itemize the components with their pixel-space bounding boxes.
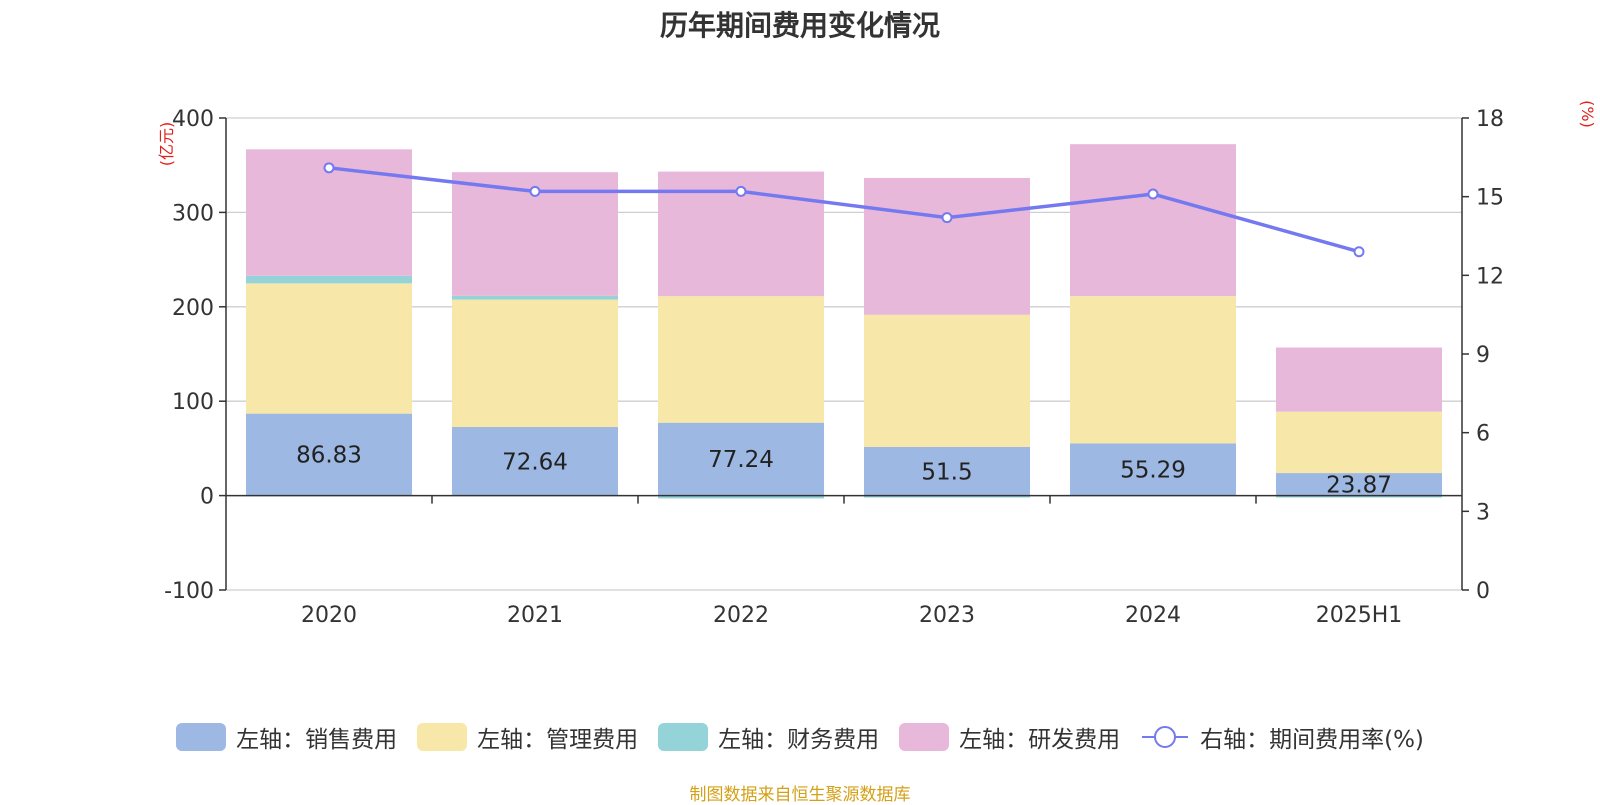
x-tick-label: 2023 — [919, 603, 975, 628]
bar-segment — [658, 495, 824, 499]
x-tick-label: 2021 — [507, 603, 563, 628]
y-right-tick-label: 0 — [1476, 579, 1490, 604]
y-right-tick-label: 3 — [1476, 500, 1490, 525]
bar-group — [246, 144, 1442, 499]
legend-label: 右轴：期间费用率(%) — [1200, 727, 1424, 753]
rate-point — [1147, 188, 1159, 200]
legend-item[interactable]: 右轴：期间费用率(%) — [1140, 720, 1424, 754]
legend-swatch — [899, 723, 950, 751]
rate-point — [735, 185, 747, 197]
legend-item[interactable]: 左轴：研发费用 — [899, 720, 1120, 754]
bar-segment — [1276, 495, 1442, 498]
y-left-tick-label: -100 — [164, 579, 214, 604]
bar-value-label: 86.83 — [296, 443, 362, 469]
y-right-axis-label: (%) — [1578, 100, 1597, 128]
data-labels: 86.83 72.64 77.24 51.5 55.29 23.87 — [296, 443, 1392, 499]
bar-value-label: 55.29 — [1120, 458, 1186, 484]
rate-line — [328, 166, 1360, 254]
legend-line-circle-icon — [1142, 726, 1189, 748]
bar-segment — [864, 446, 1030, 496]
bar-segment — [246, 275, 412, 284]
y-right-tick-label: 9 — [1476, 343, 1490, 368]
legend-label: 左轴：销售费用 — [236, 727, 398, 753]
bar-segment — [246, 413, 412, 496]
bar-segment — [1070, 144, 1236, 297]
bar-segment — [246, 283, 412, 414]
rate-point — [1353, 246, 1365, 258]
y-left-tick-label: 200 — [172, 296, 214, 321]
y-left-tick-label: 100 — [172, 390, 214, 415]
bar-value-label: 77.24 — [708, 447, 774, 473]
bar-segment — [1276, 347, 1442, 412]
legend-item[interactable]: 左轴：管理费用 — [417, 720, 638, 754]
x-tick-label: 2020 — [301, 603, 357, 628]
legend-item[interactable]: 左轴：销售费用 — [176, 720, 397, 754]
bar-value-label: 51.5 — [921, 459, 972, 485]
legend: 左轴：销售费用 左轴：管理费用 左轴：财务费用 左轴：研发费用 右轴：期间费用率(%) — [0, 720, 1600, 754]
rate-point — [323, 162, 335, 174]
legend-item[interactable]: 左轴：财务费用 — [658, 720, 879, 754]
bar-segment — [1276, 473, 1442, 496]
bar-value-label: 23.87 — [1326, 472, 1392, 498]
axes: -100 0 100 200 300 400 0 3 6 9 12 15 18 2020 2021 2022 2… — [157, 100, 1597, 628]
bar-segment — [864, 177, 1030, 315]
legend-swatch — [658, 723, 709, 751]
bar-value-label: 72.64 — [502, 449, 568, 475]
bar-segment — [658, 296, 824, 423]
x-tick-label: 2025H1 — [1316, 603, 1403, 628]
grid-lines — [226, 117, 1462, 591]
y-right-tick-label: 12 — [1476, 264, 1504, 289]
bar-segment — [864, 495, 1030, 498]
rate-point — [529, 185, 541, 197]
rate-line-group — [323, 162, 1365, 258]
y-left-tick-label: 0 — [200, 485, 214, 510]
y-left-tick-label: 300 — [172, 201, 214, 226]
bar-segment — [452, 295, 618, 300]
legend-label: 左轴：研发费用 — [959, 727, 1121, 753]
chart-title: 历年期间费用变化情况 — [659, 9, 940, 42]
legend-swatch — [176, 723, 227, 751]
source-note: 制图数据来自恒生聚源数据库 — [689, 785, 911, 805]
bar-segment — [1070, 296, 1236, 444]
legend-line-marker — [1154, 726, 1177, 748]
y-right-tick-label: 6 — [1476, 422, 1490, 447]
bar-segment — [864, 314, 1030, 447]
rate-point — [941, 212, 953, 224]
bar-segment — [1276, 411, 1442, 474]
bar-segment — [1070, 443, 1236, 496]
x-tick-label: 2024 — [1125, 603, 1181, 628]
bar-segment — [452, 427, 618, 496]
bar-segment — [452, 299, 618, 428]
legend-label: 左轴：管理费用 — [477, 727, 639, 753]
y-right-tick-label: 18 — [1476, 107, 1504, 132]
y-right-tick-label: 15 — [1476, 186, 1504, 211]
y-left-axis-label: (亿元) — [157, 122, 176, 167]
bar-segment — [658, 422, 824, 496]
legend-swatch — [417, 723, 468, 751]
y-left-tick-label: 400 — [172, 107, 214, 132]
x-tick-label: 2022 — [713, 603, 769, 628]
legend-label: 左轴：财务费用 — [718, 727, 880, 753]
